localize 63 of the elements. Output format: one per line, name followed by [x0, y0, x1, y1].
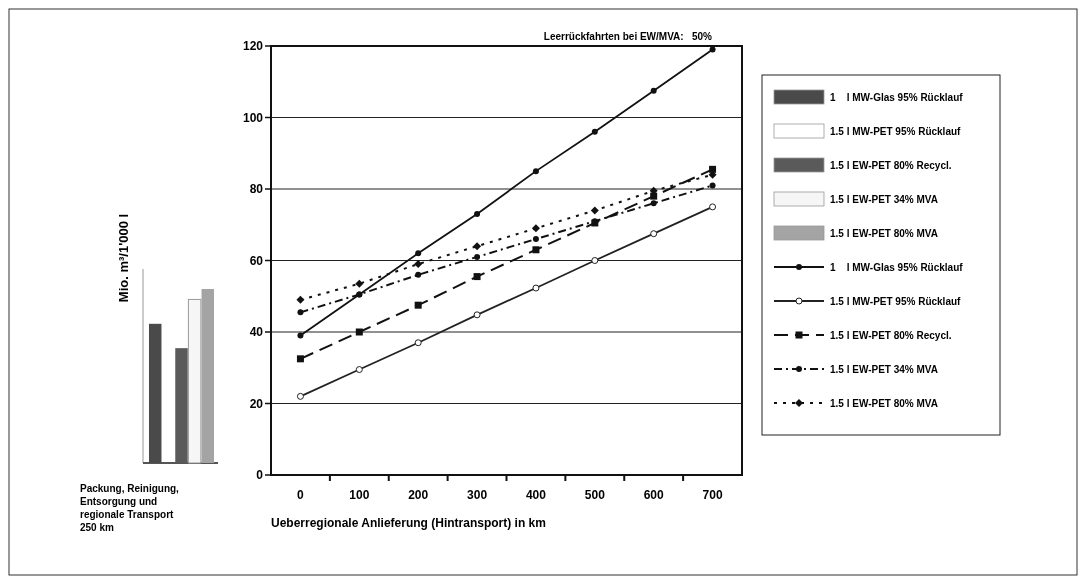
x-tick-label: 700: [702, 488, 723, 502]
legend-label: 1.5 l EW-PET 80% Recycl.: [830, 159, 952, 171]
point: [532, 246, 540, 254]
y-tick-label: 60: [249, 253, 264, 268]
legend-label: 1 l MW-Glas 95% Rücklauf: [830, 261, 964, 273]
x-axis-title: Ueberregionale Anlieferung (Hintransport) in km: [271, 516, 546, 530]
x-tick-label: 0: [297, 488, 305, 502]
point: [355, 328, 363, 336]
point: [650, 87, 657, 94]
point: [591, 128, 598, 135]
x-tick-label: 100: [349, 488, 370, 502]
legend-label: 1.5 l EW-PET 80% MVA: [830, 397, 938, 409]
y-tick-label: 100: [242, 110, 264, 125]
point: [474, 211, 481, 218]
point: [474, 253, 481, 260]
x-axis-title: Packung, Reinigung, Entsorgung und regionale Transport 250 km: [80, 483, 180, 533]
point: [591, 257, 599, 264]
legend-label: 1.5 l EW-PET 34% MVA: [830, 363, 938, 375]
x-tick-label: 200: [408, 488, 429, 502]
x-tick-label: 600: [643, 488, 665, 502]
point: [415, 250, 422, 257]
x-tick-label: 400: [525, 488, 547, 502]
point: [709, 203, 717, 211]
legend-label: 1.5 l EW-PET 80% MVA: [830, 227, 938, 239]
point: [296, 295, 305, 304]
point: [355, 279, 364, 288]
point: [590, 206, 599, 215]
point: [296, 355, 304, 363]
point: [532, 168, 539, 175]
point: [532, 236, 539, 243]
point: [415, 271, 422, 278]
point: [709, 46, 716, 53]
point: [414, 301, 422, 309]
y-axis-title: Mio. m³/1'000 l: [116, 213, 131, 303]
point: [296, 392, 304, 400]
point: [650, 192, 658, 200]
point: [297, 309, 304, 316]
point: [355, 366, 363, 374]
y-tick-label: 40: [249, 325, 264, 340]
point: [532, 284, 540, 292]
point: [414, 339, 422, 347]
chart-title: Leerrückfahrten bei EW/MVA: 50%: [543, 31, 713, 42]
y-tick-label: 0: [256, 468, 264, 483]
point: [531, 224, 540, 233]
y-tick-label: 120: [242, 39, 264, 54]
y-tick-label: 80: [249, 182, 264, 197]
legend-label: 1.5 l MW-PET 95% Rücklauf: [830, 125, 962, 137]
x-tick-label: 300: [467, 488, 488, 502]
legend-label: 1.5 l EW-PET 34% MVA: [830, 193, 938, 205]
point: [414, 260, 423, 269]
y-tick-label: 20: [249, 396, 264, 411]
point: [709, 165, 717, 173]
point: [473, 311, 481, 319]
legend-label: 1.5 l EW-PET 80% Recycl.: [830, 329, 952, 341]
point: [709, 182, 716, 189]
point: [473, 242, 482, 251]
legend-label: 1.5 l MW-PET 95% Rücklauf: [830, 295, 962, 307]
point: [650, 230, 658, 238]
x-tick-label: 500: [584, 488, 606, 502]
point: [297, 332, 304, 339]
point: [650, 200, 657, 207]
point: [473, 273, 481, 281]
legend-label: 1 l MW-Glas 95% Rücklauf: [830, 91, 964, 103]
